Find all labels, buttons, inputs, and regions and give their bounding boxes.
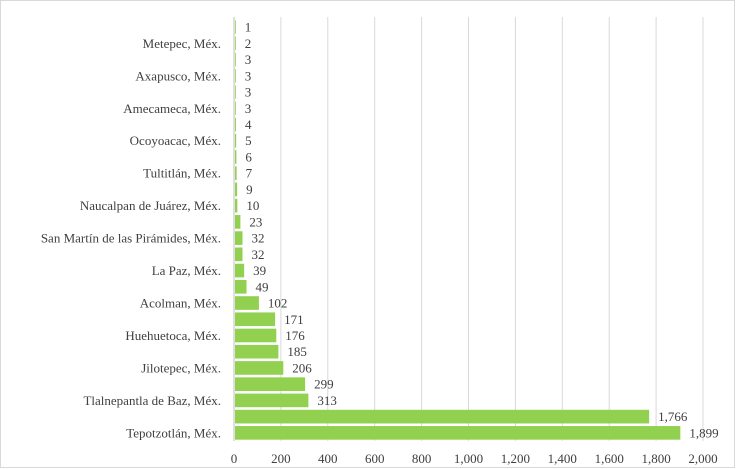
bar — [235, 215, 241, 229]
value-label: 176 — [285, 328, 305, 343]
bar — [235, 312, 276, 327]
gridlines — [280, 17, 704, 441]
bar — [235, 166, 237, 181]
value-label: 313 — [317, 393, 337, 408]
category-label: Tepotzotlán, Méx. — [126, 425, 221, 440]
x-tick-label: 0 — [231, 451, 238, 466]
value-label: 9 — [246, 182, 253, 197]
value-label: 39 — [253, 263, 266, 278]
bar — [235, 344, 279, 359]
x-tick-label: 2,000 — [688, 451, 717, 466]
bar — [235, 150, 237, 164]
value-label: 1,899 — [689, 425, 718, 440]
value-label: 3 — [245, 85, 252, 100]
bars — [235, 20, 681, 440]
value-label: 32 — [252, 231, 265, 246]
value-label: 1 — [245, 20, 252, 35]
bar — [235, 393, 309, 408]
category-label: Metepec, Méx. — [143, 36, 221, 51]
value-label: 3 — [245, 101, 252, 116]
bar — [235, 52, 236, 67]
x-tick-label: 1,600 — [595, 451, 624, 466]
value-label: 299 — [314, 377, 334, 392]
value-label: 10 — [246, 198, 259, 213]
category-label: San Martín de las Pirámides, Méx. — [41, 231, 221, 246]
category-label: Tlalnepantla de Baz, Méx. — [83, 393, 221, 408]
value-label: 102 — [268, 296, 288, 311]
x-tick-label: 1,400 — [548, 451, 577, 466]
value-label: 3 — [245, 68, 252, 83]
value-label: 49 — [255, 279, 268, 294]
bar — [235, 198, 238, 213]
bar — [235, 68, 236, 83]
bar — [235, 36, 236, 51]
value-label: 1,766 — [658, 409, 688, 424]
bar — [235, 279, 247, 294]
value-label: 206 — [292, 360, 312, 375]
bar — [235, 20, 236, 34]
bar — [235, 133, 237, 148]
bar — [235, 85, 236, 99]
value-label: 185 — [287, 344, 307, 359]
value-label: 2 — [245, 36, 252, 51]
bar — [235, 377, 306, 391]
category-label: La Paz, Méx. — [152, 263, 221, 278]
category-label: Acolman, Méx. — [140, 296, 221, 311]
x-tick-label: 1,200 — [501, 451, 530, 466]
category-label: Jilotepec, Méx. — [141, 360, 221, 375]
bar — [235, 231, 243, 245]
x-tick-label: 400 — [318, 451, 338, 466]
bar — [235, 361, 284, 375]
category-label: Naucalpan de Juárez, Méx. — [80, 198, 221, 213]
bar — [235, 101, 236, 116]
bar — [235, 263, 245, 278]
bar — [235, 247, 243, 262]
category-label: Amecameca, Méx. — [123, 101, 221, 116]
value-label: 5 — [245, 133, 252, 148]
value-label: 32 — [252, 247, 265, 262]
category-label: Ocoyoacac, Méx. — [130, 133, 221, 148]
x-tick-label: 600 — [365, 451, 385, 466]
value-label: 6 — [245, 149, 252, 164]
x-tick-label: 1,000 — [454, 451, 483, 466]
x-tick-label: 200 — [271, 451, 291, 466]
bar — [235, 117, 236, 132]
category-label: Huehuetoca, Méx. — [125, 328, 221, 343]
value-label: 23 — [249, 214, 262, 229]
bar — [235, 426, 681, 440]
bar — [235, 182, 238, 197]
x-tick-label: 1,800 — [641, 451, 670, 466]
value-label: 7 — [246, 166, 253, 181]
x-tick-label: 800 — [412, 451, 432, 466]
category-label: Tultitlán, Méx. — [143, 166, 221, 181]
bar — [235, 328, 277, 343]
value-label: 4 — [245, 117, 252, 132]
value-label: 171 — [284, 312, 304, 327]
value-label: 3 — [245, 52, 252, 67]
bar — [235, 409, 650, 424]
bar — [235, 296, 259, 310]
category-label: Axapusco, Méx. — [135, 68, 221, 83]
labels: 0 200 400 600 800 1,000 1,200 1,400 1,600 1,800 2,… — [41, 20, 719, 466]
